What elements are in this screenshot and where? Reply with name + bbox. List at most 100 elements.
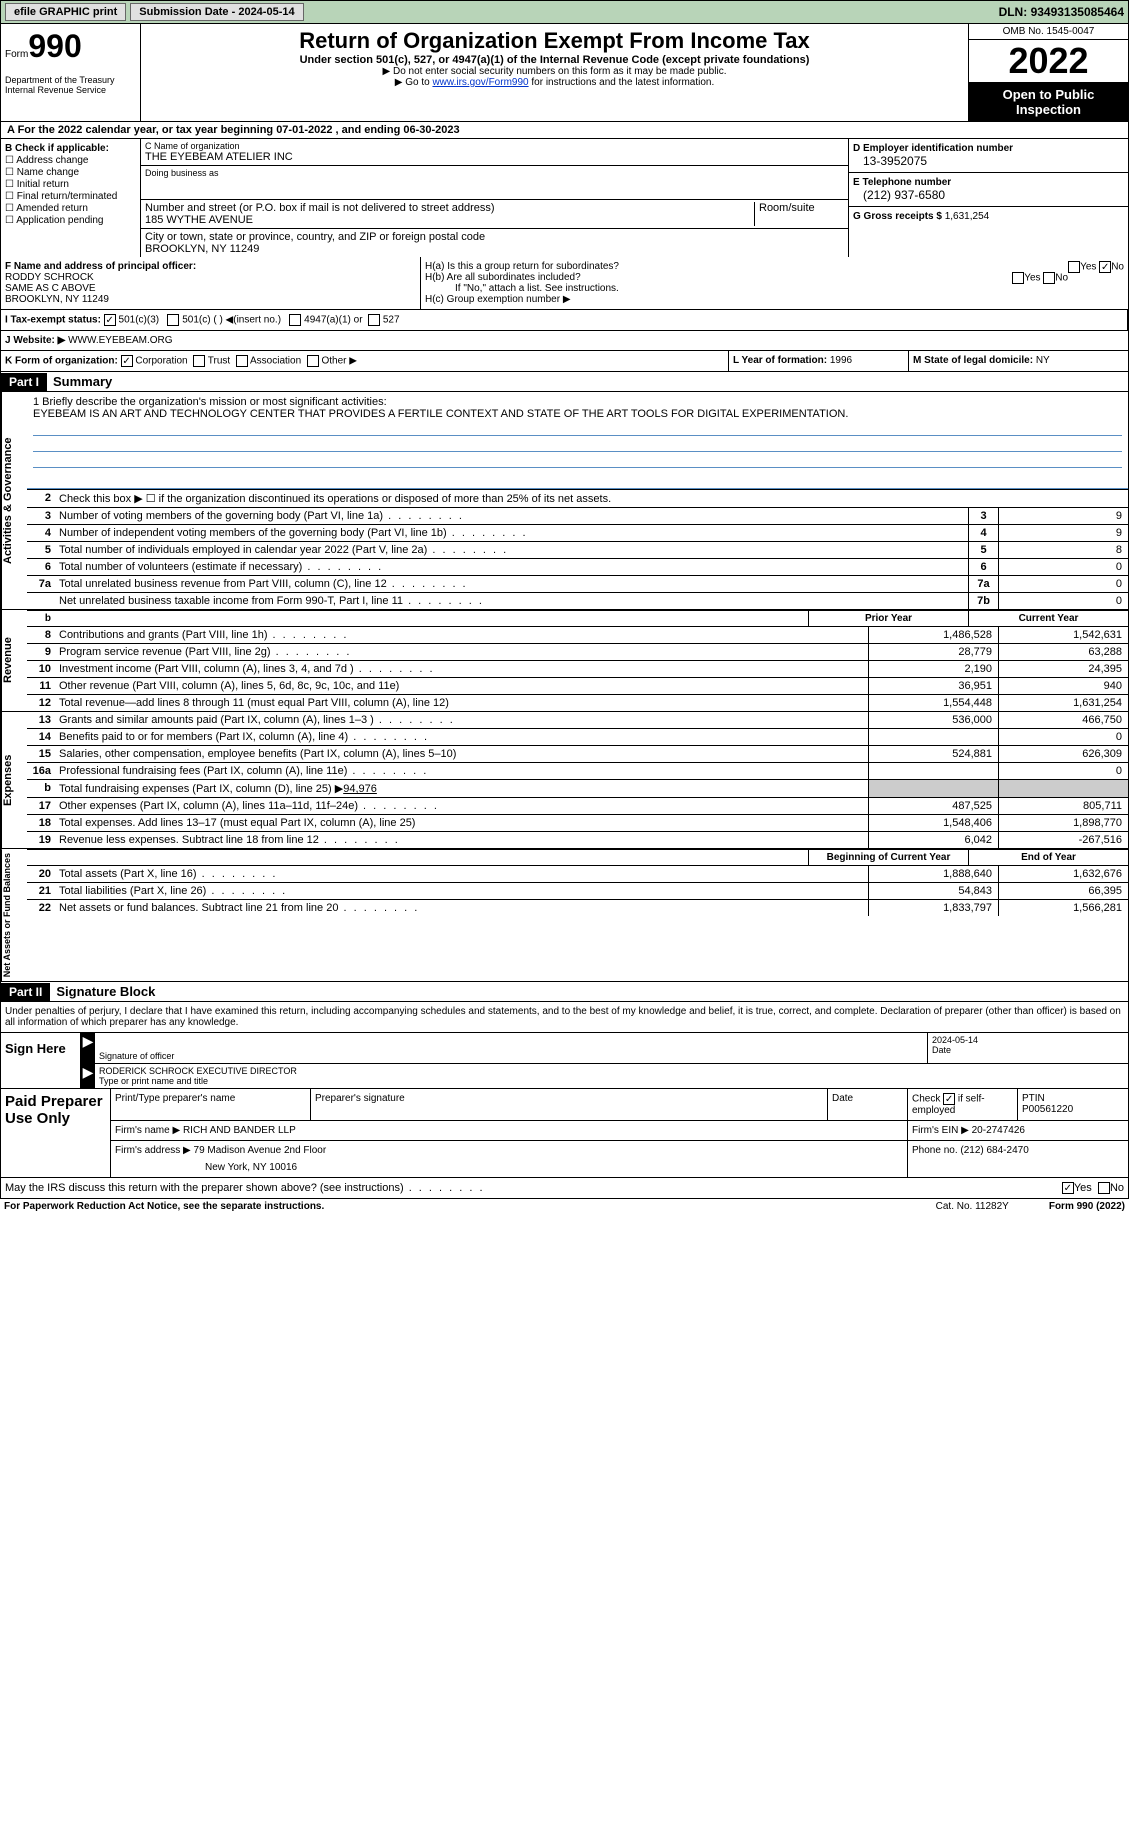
c13: 466,750 <box>998 712 1128 728</box>
c10: 24,395 <box>998 661 1128 677</box>
col-f-officer: F Name and address of principal officer:… <box>1 257 421 309</box>
officer-addr2: BROOKLYN, NY 11249 <box>5 294 416 305</box>
p9: 28,779 <box>868 644 998 660</box>
chk-501c[interactable] <box>167 314 179 326</box>
ein-value: 13-3952075 <box>853 154 1124 168</box>
line-18: Total expenses. Add lines 13–17 (must eq… <box>55 815 868 831</box>
chk-self-employed[interactable] <box>943 1093 955 1105</box>
line-13: Grants and similar amounts paid (Part IX… <box>55 712 868 728</box>
dba-label: Doing business as <box>145 168 844 178</box>
c16b <box>998 780 1128 797</box>
col-d-e: D Employer identification number 13-3952… <box>848 139 1128 257</box>
chk-trust[interactable] <box>193 355 205 367</box>
efile-print-btn[interactable]: efile GRAPHIC print <box>5 3 126 21</box>
line-7b: Net unrelated business taxable income fr… <box>55 593 968 609</box>
val-7b: 0 <box>998 593 1128 609</box>
irs-link[interactable]: www.irs.gov/Form990 <box>432 77 528 88</box>
c9: 63,288 <box>998 644 1128 660</box>
pra-notice: For Paperwork Reduction Act Notice, see … <box>4 1201 324 1212</box>
gross-receipts-box: G Gross receipts $ 1,631,254 <box>849 207 1128 226</box>
part1-header: Part I Summary <box>0 372 1129 392</box>
row-ij: I Tax-exempt status: 501(c)(3) 501(c) ( … <box>0 310 1129 331</box>
form-number-box: Form990 Department of the Treasury Inter… <box>1 24 141 121</box>
line-8: Contributions and grants (Part VIII, lin… <box>55 627 868 643</box>
gross-value: 1,631,254 <box>945 211 990 222</box>
c18: 1,898,770 <box>998 815 1128 831</box>
ha-yes[interactable] <box>1068 261 1080 273</box>
org-name: THE EYEBEAM ATELIER INC <box>145 151 844 163</box>
chk-amended-return[interactable]: Amended return <box>5 203 136 214</box>
discuss-no[interactable] <box>1098 1182 1110 1194</box>
chk-name-change[interactable]: Name change <box>5 167 136 178</box>
signature-declaration: Under penalties of perjury, I declare th… <box>0 1002 1129 1033</box>
header-title-box: Return of Organization Exempt From Incom… <box>141 24 968 121</box>
city-state-zip: BROOKLYN, NY 11249 <box>145 243 844 255</box>
hb-no[interactable] <box>1043 272 1055 284</box>
chk-501c3[interactable] <box>104 314 116 326</box>
line-10: Investment income (Part VIII, column (A)… <box>55 661 868 677</box>
c15: 626,309 <box>998 746 1128 762</box>
b21: 54,843 <box>868 883 998 899</box>
summary-governance: Activities & Governance 1 Briefly descri… <box>0 392 1129 610</box>
p17: 487,525 <box>868 798 998 814</box>
ptin-box: PTINP00561220 <box>1018 1089 1128 1120</box>
chk-527[interactable] <box>368 314 380 326</box>
submission-date: Submission Date - 2024-05-14 <box>130 3 303 21</box>
col-prior: Prior Year <box>808 611 968 626</box>
mission-rule <box>33 452 1122 468</box>
paid-preparer-block: Paid Preparer Use Only Print/Type prepar… <box>0 1089 1129 1178</box>
e20: 1,632,676 <box>998 866 1128 882</box>
website-value: WWW.EYEBEAM.ORG <box>65 335 172 346</box>
city-label: City or town, state or province, country… <box>145 231 844 243</box>
row-k-form-org: K Form of organization: Corporation Trus… <box>1 351 728 371</box>
val-6: 0 <box>998 559 1128 575</box>
cat-no: Cat. No. 11282Y <box>936 1201 1009 1212</box>
p11: 36,951 <box>868 678 998 694</box>
c11: 940 <box>998 678 1128 694</box>
line-4: Number of independent voting members of … <box>55 525 968 541</box>
summary-revenue: Revenue bPrior YearCurrent Year 8Contrib… <box>0 610 1129 712</box>
ein-box: D Employer identification number 13-3952… <box>849 139 1128 173</box>
dba-box: Doing business as <box>141 166 848 200</box>
chk-other[interactable] <box>307 355 319 367</box>
line-20: Total assets (Part X, line 16) <box>55 866 868 882</box>
city-box: City or town, state or province, country… <box>141 229 848 257</box>
chk-address-change[interactable]: Address change <box>5 155 136 166</box>
officer-name-title: RODERICK SCHROCK EXECUTIVE DIRECTORType … <box>95 1064 1128 1088</box>
chk-application-pending[interactable]: Application pending <box>5 215 136 226</box>
chk-association[interactable] <box>236 355 248 367</box>
ha-no[interactable] <box>1099 261 1111 273</box>
chk-corporation[interactable] <box>121 355 133 367</box>
col-current: Current Year <box>968 611 1128 626</box>
officer-signature: Signature of officer <box>95 1033 928 1063</box>
discuss-text: May the IRS discuss this return with the… <box>5 1182 1062 1194</box>
prep-signature: Preparer's signature <box>311 1089 828 1120</box>
row-j-website: J Website: ▶ WWW.EYEBEAM.ORG <box>0 331 1129 351</box>
row-fgh: F Name and address of principal officer:… <box>0 257 1129 310</box>
line-9: Program service revenue (Part VIII, line… <box>55 644 868 660</box>
c17: 805,711 <box>998 798 1128 814</box>
h-b: H(b) Are all subordinates included? Yes … <box>425 272 1124 283</box>
line-3: Number of voting members of the governin… <box>55 508 968 524</box>
page-footer: For Paperwork Reduction Act Notice, see … <box>0 1199 1129 1214</box>
h-b-note: If "No," attach a list. See instructions… <box>425 283 1124 294</box>
line-21: Total liabilities (Part X, line 26) <box>55 883 868 899</box>
telephone-value: (212) 937-6580 <box>853 188 1124 202</box>
vtab-revenue: Revenue <box>1 610 27 711</box>
chk-final-return[interactable]: Final return/terminated <box>5 191 136 202</box>
mission-text: EYEBEAM IS AN ART AND TECHNOLOGY CENTER … <box>33 408 1122 420</box>
mission-rule <box>33 420 1122 436</box>
form-subtitle: Under section 501(c), 527, or 4947(a)(1)… <box>145 54 964 66</box>
discuss-yes[interactable] <box>1062 1182 1074 1194</box>
mission-label: 1 Briefly describe the organization's mi… <box>33 396 1122 408</box>
summary-net-assets: Net Assets or Fund Balances Beginning of… <box>0 849 1129 982</box>
hb-yes[interactable] <box>1012 272 1024 284</box>
chk-initial-return[interactable]: Initial return <box>5 179 136 190</box>
omb-number: OMB No. 1545-0047 <box>969 24 1128 40</box>
sign-here-block: Sign Here ▶ Signature of officer 2024-05… <box>0 1033 1129 1089</box>
chk-4947[interactable] <box>289 314 301 326</box>
mission-box: 1 Briefly describe the organization's mi… <box>27 392 1128 489</box>
part1-title: Summary <box>47 372 118 391</box>
c16a: 0 <box>998 763 1128 779</box>
row-klm: K Form of organization: Corporation Trus… <box>0 351 1129 372</box>
